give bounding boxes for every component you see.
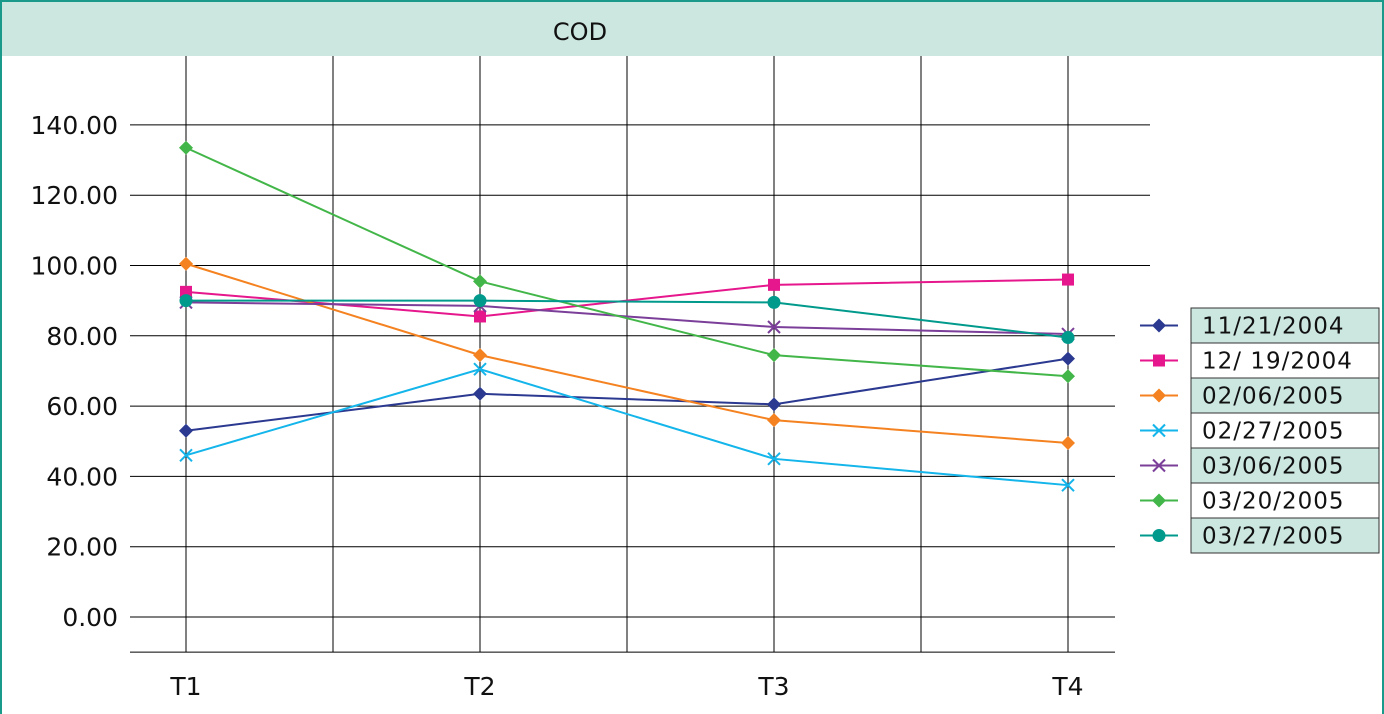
data-point	[473, 386, 487, 401]
data-point	[179, 294, 193, 308]
y-tick-label: 100.00	[31, 252, 118, 281]
data-point	[1153, 354, 1165, 367]
data-point-stroke	[767, 452, 781, 466]
data-point	[179, 448, 193, 463]
data-point	[1152, 388, 1166, 403]
legend-box	[1190, 342, 1380, 379]
data-point	[1061, 478, 1075, 492]
series	[179, 362, 1075, 492]
data-point	[473, 294, 487, 308]
legend-item: 02/06/2005	[1140, 377, 1380, 414]
series	[179, 256, 1075, 451]
legend-item: 02/27/2005	[1140, 412, 1380, 449]
legend-label: 12/ 19/2004	[1202, 349, 1353, 375]
x-tick-label: T4	[1051, 672, 1083, 701]
title-bar	[2, 2, 1382, 56]
y-tick-label: 140.00	[31, 111, 118, 140]
x-axis-ticks: T1 T2 T3 T4	[169, 672, 1083, 701]
data-point	[1152, 493, 1166, 508]
legend-label: 11/21/2004	[1202, 314, 1345, 340]
data-point-stroke	[1152, 423, 1166, 438]
series-line	[186, 299, 1069, 339]
y-tick-label: 120.00	[31, 181, 118, 210]
legend-label: 03/20/2005	[1202, 489, 1345, 515]
legend-box	[1190, 447, 1380, 484]
series-line	[185, 146, 1069, 378]
legend-label: 02/06/2005	[1202, 384, 1345, 410]
data-point	[474, 310, 486, 323]
legend: 11/21/2004 12/ 19/2004 02/06/2005 02/27/200…	[1140, 307, 1380, 554]
data-point	[1152, 529, 1166, 542]
data-point-stroke	[1061, 478, 1075, 492]
data-point	[179, 140, 193, 155]
data-point	[767, 295, 781, 309]
data-point	[1061, 369, 1075, 384]
data-point	[179, 256, 193, 271]
data-point	[1152, 423, 1166, 438]
data-point-stroke	[1152, 458, 1166, 473]
series	[179, 294, 1075, 345]
data-point	[1061, 331, 1075, 345]
series-line	[185, 301, 1069, 336]
legend-label: 03/27/2005	[1202, 524, 1345, 550]
legend-box	[1190, 377, 1380, 414]
legend-item: 11/21/2004	[1140, 307, 1380, 344]
data-point	[767, 452, 781, 466]
series	[179, 140, 1075, 384]
legend-item: 03/20/2005	[1140, 482, 1380, 519]
legend-box	[1190, 517, 1380, 554]
data-point	[767, 348, 781, 363]
data-point	[767, 413, 781, 428]
data-point-stroke	[473, 362, 487, 376]
data-point	[473, 348, 487, 363]
legend-box	[1190, 482, 1380, 519]
legend-box	[1190, 412, 1380, 449]
data-point	[1061, 436, 1075, 451]
data-point	[767, 397, 781, 412]
data-point	[179, 423, 193, 438]
data-point	[767, 320, 781, 334]
chart-title: COD	[553, 18, 607, 46]
series-line	[185, 262, 1069, 445]
y-tick-label: 40.00	[46, 462, 118, 491]
data-point-stroke	[767, 320, 781, 334]
x-tick-label: T3	[757, 672, 789, 701]
data-point	[473, 362, 487, 376]
legend-item: 03/27/2005	[1140, 517, 1380, 554]
data-point	[768, 278, 780, 291]
series-layer	[179, 140, 1075, 492]
data-point	[473, 274, 487, 289]
data-point	[1062, 273, 1074, 286]
legend-label: 02/27/2005	[1202, 419, 1345, 445]
y-tick-label: 0.00	[62, 603, 118, 632]
data-point	[1061, 351, 1075, 366]
x-tick-label: T2	[463, 672, 495, 701]
y-tick-label: 20.00	[46, 533, 118, 562]
y-axis-ticks: 0.00 20.00 40.00 60.00 80.00 100.00 120.00 140.…	[31, 111, 118, 632]
x-tick-label: T1	[169, 672, 201, 701]
y-tick-label: 80.00	[46, 322, 118, 351]
data-point	[1152, 458, 1166, 473]
data-point	[180, 285, 192, 298]
legend-item: 03/06/2005	[1140, 447, 1380, 484]
series-line	[185, 368, 1069, 487]
legend-item: 12/ 19/2004	[1140, 342, 1380, 379]
legend-label: 03/06/2005	[1202, 454, 1345, 480]
y-tick-label: 60.00	[46, 392, 118, 421]
data-point-stroke	[179, 448, 193, 463]
data-point	[1152, 318, 1166, 333]
